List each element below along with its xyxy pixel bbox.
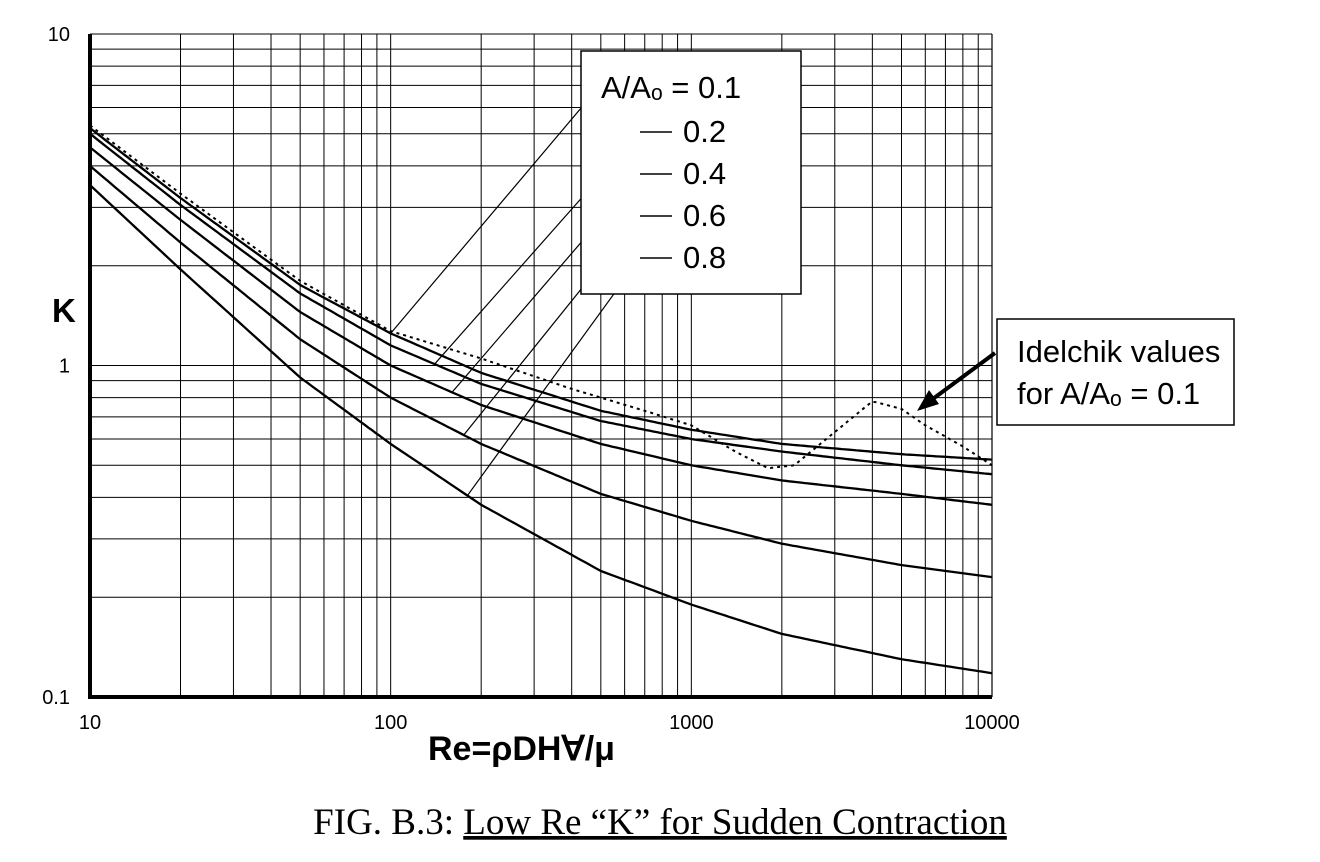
y-axis-label: K xyxy=(52,292,76,329)
series-curve-0-8 xyxy=(89,184,993,675)
legend-items: 0.2 0.4 0.6 0.8 xyxy=(640,114,726,275)
legend-box xyxy=(580,50,802,295)
annotation-arrowhead xyxy=(917,390,939,411)
series-curve-0-4 xyxy=(89,146,993,506)
legend-leader-line xyxy=(466,257,641,496)
legend-label-0-8: 0.8 xyxy=(683,240,726,275)
figure-caption-title: Low Re “K” for Sudden Contraction xyxy=(463,802,1007,843)
series-layer xyxy=(89,124,993,675)
annotation-line-1: Idelchik values xyxy=(1017,334,1220,369)
series-curve-0-2 xyxy=(89,132,993,476)
legend-label-0-2: 0.2 xyxy=(683,114,726,149)
y-tick-label: 10 xyxy=(48,24,70,46)
idelchik-curve xyxy=(89,124,993,470)
legend-leader-line xyxy=(390,87,599,334)
tick-labels: 10 100 1000 10000 0.1 1 10 xyxy=(42,24,1020,734)
figure-caption: FIG. B.3: Low Re “K” for Sudden Contract… xyxy=(313,802,1007,843)
x-tick-label: 10 xyxy=(79,712,101,734)
annotation-box xyxy=(996,318,1235,426)
x-axis-label: Re=ρDH∀/μ xyxy=(428,730,615,768)
y-tick-label: 1 xyxy=(59,356,70,378)
annotation-line-2: for A/Aₒ = 0.1 xyxy=(1017,376,1200,411)
legend-label-0-4: 0.4 xyxy=(683,156,726,191)
series-curve-0-1 xyxy=(89,127,993,461)
legend-label-0-6: 0.6 xyxy=(683,198,726,233)
y-tick-label: 0.1 xyxy=(42,687,70,709)
x-tick-label: 100 xyxy=(374,712,407,734)
legend-title: A/Aₒ = 0.1 xyxy=(601,70,741,105)
grid xyxy=(88,33,993,699)
annotation-arrow-shaft xyxy=(924,351,997,406)
x-tick-label: 1000 xyxy=(669,712,714,734)
x-tick-label: 10000 xyxy=(964,712,1020,734)
series-curve-0-6 xyxy=(89,165,993,579)
